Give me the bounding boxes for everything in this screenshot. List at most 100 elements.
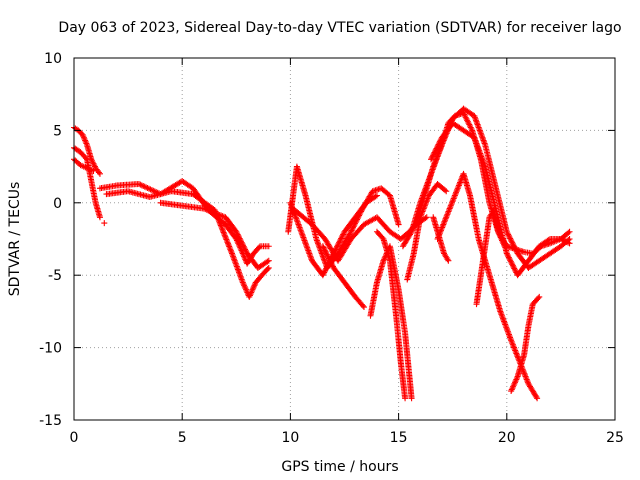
data-point-marker (216, 218, 223, 225)
data-point-marker (234, 231, 241, 238)
data-point-marker (147, 186, 154, 193)
data-point-marker (227, 246, 234, 253)
data-point-marker (233, 228, 240, 235)
data-point-marker (256, 244, 263, 251)
data-point-marker (433, 145, 440, 152)
data-point-marker (238, 238, 245, 245)
data-point-marker (79, 131, 86, 138)
data-point-marker (407, 230, 414, 237)
data-point-marker (223, 236, 230, 243)
data-point-marker (513, 376, 520, 383)
y-tick-label: -10 (39, 341, 62, 357)
data-point-marker (146, 185, 153, 192)
data-point-marker (509, 240, 516, 247)
series-track-19 (508, 293, 543, 395)
series-track-11 (319, 243, 367, 311)
data-point-marker (221, 230, 228, 237)
data-point-marker (337, 236, 344, 243)
axis-ticks: 0 5 10 15 20 25 -15 -10 -5 0 5 10 (39, 51, 624, 446)
data-point-marker (251, 282, 258, 289)
data-point-marker (447, 202, 454, 209)
data-point-marker (454, 185, 461, 192)
data-point-marker (512, 379, 519, 386)
data-point-marker (264, 258, 271, 265)
data-point-marker (507, 235, 514, 242)
data-point-marker (83, 140, 90, 147)
data-point-marker (420, 207, 427, 214)
x-tick-label: 10 (281, 430, 299, 446)
data-point-marker (436, 138, 443, 145)
data-point-marker (324, 252, 331, 259)
data-point-marker (428, 156, 435, 163)
data-point-marker (508, 338, 515, 345)
data-point-marker (510, 382, 517, 389)
data-point-marker (440, 221, 447, 228)
data-point-marker (461, 111, 468, 118)
data-point-marker (434, 144, 441, 151)
data-point-marker (265, 243, 272, 250)
data-point-marker (216, 211, 223, 218)
data-point-marker (511, 245, 518, 252)
data-point-marker (328, 260, 335, 267)
data-point-marker (144, 185, 151, 192)
data-point-marker (218, 225, 225, 232)
data-point-marker (243, 288, 250, 295)
data-point-marker (504, 251, 511, 258)
data-point-marker (338, 235, 345, 242)
series-track-18 (434, 170, 541, 402)
data-point-marker (506, 234, 513, 241)
data-point-marker (228, 249, 235, 256)
data-point-marker (423, 199, 430, 206)
data-point-marker (209, 209, 216, 216)
data-point-marker (559, 236, 566, 243)
data-point-marker (101, 220, 108, 227)
data-point-marker (512, 347, 519, 354)
data-point-marker (461, 112, 468, 119)
data-point-marker (503, 250, 510, 257)
data-point-marker (508, 337, 515, 344)
data-point-marker (424, 196, 431, 203)
data-point-marker (81, 136, 88, 143)
data-point-marker (421, 202, 428, 209)
data-point-marker (423, 214, 430, 221)
data-point-marker (135, 180, 142, 187)
data-point-marker (505, 253, 512, 260)
data-point-marker (566, 240, 573, 247)
data-point-marker (545, 236, 552, 243)
data-point-marker (360, 304, 367, 311)
data-point-marker (82, 137, 89, 144)
data-point-marker (457, 178, 464, 185)
data-point-marker (504, 230, 511, 237)
data-point-marker (432, 146, 439, 153)
data-point-marker (238, 239, 245, 246)
data-point-marker (468, 125, 475, 132)
data-point-marker (220, 228, 227, 235)
data-point-marker (507, 236, 514, 243)
data-point-marker (247, 291, 254, 298)
data-point-marker (395, 221, 402, 228)
data-point-marker (90, 167, 97, 174)
data-point-marker (239, 279, 246, 286)
data-point-marker (82, 155, 89, 162)
y-tick-label: -15 (39, 413, 62, 429)
data-point-marker (507, 257, 514, 264)
data-point-marker (509, 261, 516, 268)
data-point-marker (323, 251, 330, 258)
data-point-marker (339, 232, 346, 239)
data-point-marker (511, 243, 518, 250)
series-track-07 (157, 199, 272, 271)
data-point-marker (202, 206, 209, 213)
data-point-marker (499, 237, 506, 244)
data-point-marker (508, 238, 515, 245)
data-point-marker (323, 265, 330, 272)
data-point-marker (557, 236, 564, 242)
data-point-marker (450, 195, 457, 202)
data-point-marker (510, 242, 517, 249)
data-point-marker (524, 377, 531, 384)
data-point-marker (236, 235, 243, 242)
data-point-marker (96, 214, 103, 221)
data-point-marker (444, 211, 451, 218)
data-point-marker (222, 233, 229, 240)
data-point-marker (325, 255, 332, 262)
series-track-13 (373, 228, 409, 402)
